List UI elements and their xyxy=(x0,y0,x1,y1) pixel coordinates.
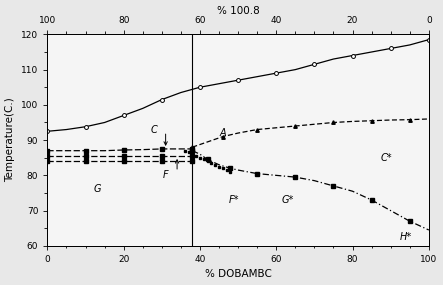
Text: C: C xyxy=(151,125,158,135)
Text: G*: G* xyxy=(281,195,294,205)
Text: A: A xyxy=(220,128,226,138)
Text: C*: C* xyxy=(381,153,392,163)
X-axis label: % 100.8: % 100.8 xyxy=(217,5,260,16)
Text: H*: H* xyxy=(400,232,412,242)
Text: G: G xyxy=(93,184,101,194)
Y-axis label: Temperature(C.): Temperature(C.) xyxy=(6,98,16,182)
Text: F*: F* xyxy=(229,195,240,205)
Text: F: F xyxy=(163,170,168,180)
X-axis label: % DOBAMBC: % DOBAMBC xyxy=(205,269,272,280)
